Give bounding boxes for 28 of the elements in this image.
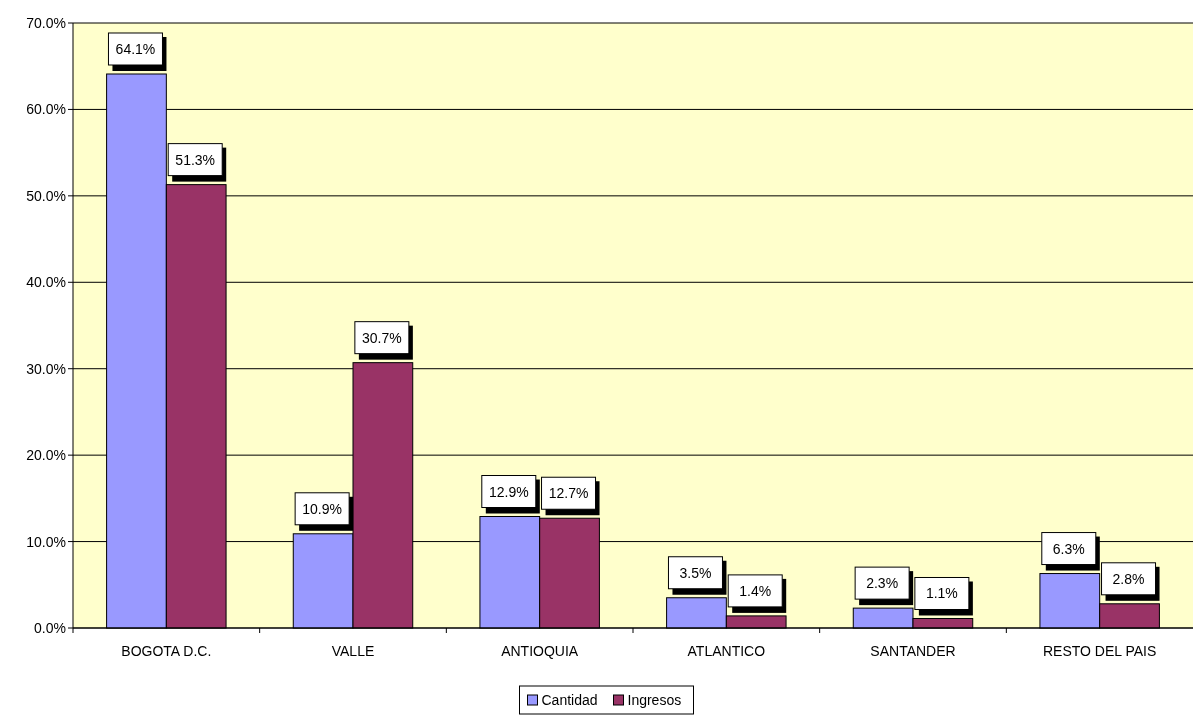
data-label: 51.3% <box>175 151 216 168</box>
x-tick-label: RESTO DEL PAIS <box>1042 643 1157 659</box>
data-label: 12.9% <box>488 483 529 500</box>
data-label: 12.7% <box>548 485 589 502</box>
data-label: 1.1% <box>925 585 958 602</box>
y-tick-label: 50.0% <box>26 187 66 204</box>
data-label: 10.9% <box>302 500 342 517</box>
y-tick-label: 40.0% <box>26 274 66 291</box>
legend-label: Cantidad <box>541 692 598 708</box>
x-tick-label: ANTIOQUIA <box>501 643 579 659</box>
data-label: 1.4% <box>739 582 772 599</box>
y-tick-label: 0.0% <box>34 620 66 636</box>
data-label: 2.8% <box>1112 570 1145 587</box>
legend-label: Ingresos <box>627 692 682 708</box>
y-tick-label: 30.0% <box>26 360 66 377</box>
y-tick-label: 10.0% <box>26 533 66 550</box>
x-tick-label: SANTANDER <box>870 643 956 659</box>
data-label: 64.1% <box>115 40 156 57</box>
data-label: 3.5% <box>679 564 712 581</box>
data-label: 30.7% <box>362 329 402 346</box>
y-tick-label: 70.0% <box>26 15 66 31</box>
x-tick-label: ATLANTICO <box>687 643 766 659</box>
x-tick-label: VALLE <box>331 643 375 659</box>
data-label: 6.3% <box>1052 540 1085 557</box>
y-tick-label: 60.0% <box>26 101 66 118</box>
x-tick-label: BOGOTA D.C. <box>121 643 212 659</box>
y-tick-label: 20.0% <box>26 447 66 464</box>
data-label: 2.3% <box>866 575 899 592</box>
